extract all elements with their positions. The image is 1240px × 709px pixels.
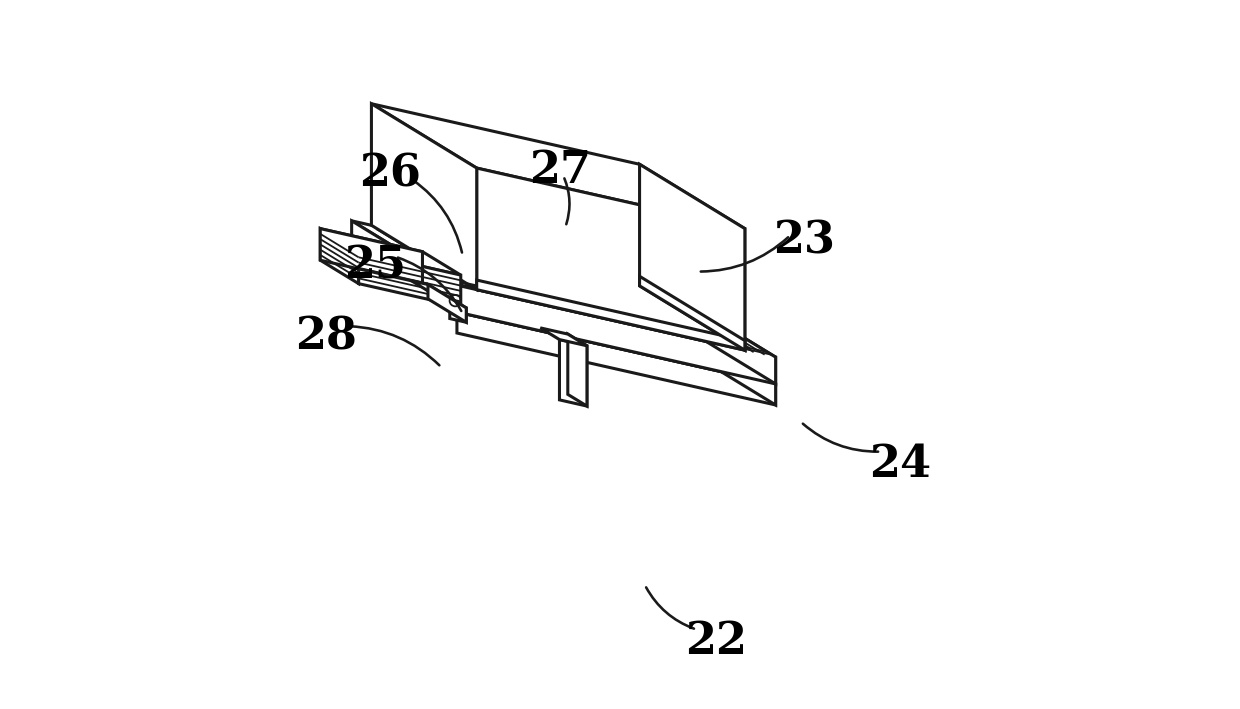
Polygon shape (352, 220, 776, 357)
Polygon shape (372, 104, 745, 228)
Polygon shape (320, 228, 358, 284)
Polygon shape (372, 104, 476, 289)
Polygon shape (352, 220, 456, 312)
Polygon shape (352, 247, 776, 384)
Polygon shape (456, 285, 776, 384)
Polygon shape (640, 164, 745, 350)
Text: 25: 25 (345, 245, 407, 287)
Polygon shape (476, 168, 745, 350)
Polygon shape (377, 228, 750, 350)
Polygon shape (412, 281, 466, 308)
Polygon shape (476, 280, 745, 350)
Text: 24: 24 (869, 443, 931, 486)
Text: 22: 22 (684, 620, 746, 663)
Polygon shape (559, 340, 587, 406)
Polygon shape (640, 277, 745, 350)
Polygon shape (568, 334, 587, 406)
Text: 27: 27 (528, 149, 590, 191)
Text: 28: 28 (295, 316, 357, 358)
Polygon shape (358, 252, 461, 307)
Polygon shape (428, 284, 466, 323)
Polygon shape (450, 304, 466, 323)
Text: 23: 23 (774, 220, 836, 262)
Polygon shape (671, 320, 776, 405)
Polygon shape (541, 328, 587, 346)
Text: 26: 26 (358, 152, 420, 195)
Polygon shape (456, 312, 776, 405)
Polygon shape (671, 293, 776, 384)
Polygon shape (320, 228, 461, 275)
Polygon shape (320, 228, 423, 284)
